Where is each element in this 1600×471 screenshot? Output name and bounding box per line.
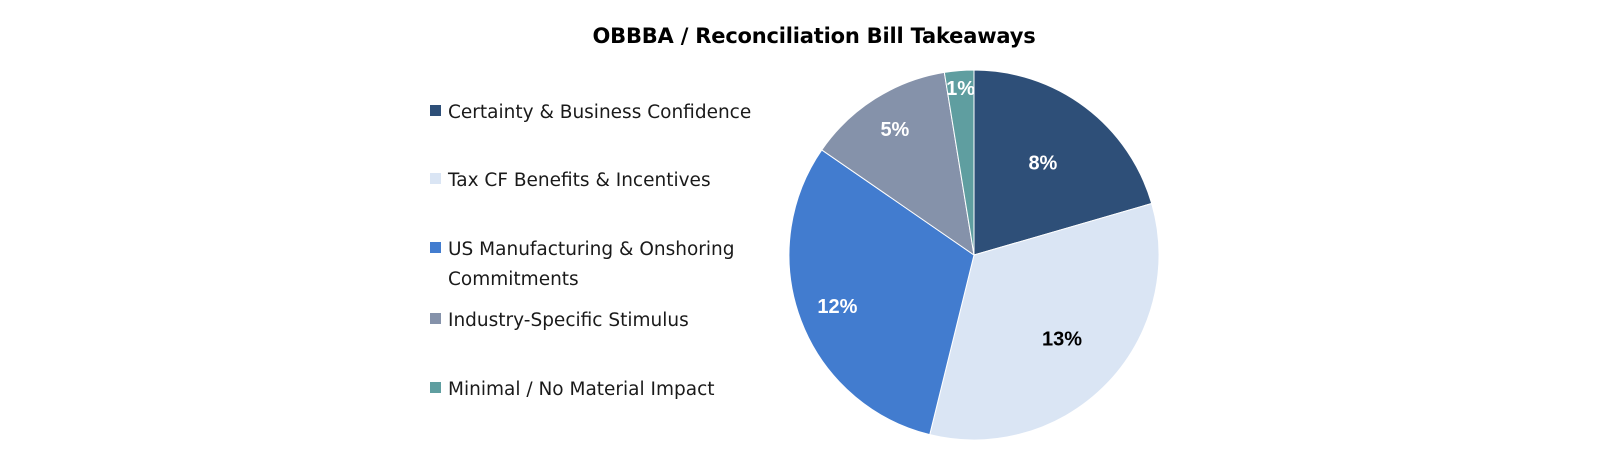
legend-label-certainty: Certainty & Business Confidence bbox=[448, 102, 752, 123]
pie-data-label-industry-stimulus: 5% bbox=[880, 119, 909, 141]
legend-item-industry-stimulus: Industry-Specific Stimulus bbox=[430, 306, 768, 336]
legend-label-tax-cf: Tax CF Benefits & Incentives bbox=[448, 170, 711, 191]
legend-swatch-certainty bbox=[430, 105, 441, 116]
pie-data-label-us-manufacturing: 12% bbox=[817, 296, 857, 318]
pie-data-label-certainty: 8% bbox=[1028, 152, 1057, 174]
pie-data-label-tax-cf: 13% bbox=[1042, 329, 1082, 351]
pie-slice-tax-cf bbox=[929, 202, 1160, 441]
legend-label-industry-stimulus: Industry-Specific Stimulus bbox=[448, 310, 689, 331]
pie-slice-us-manufacturing bbox=[788, 149, 975, 436]
legend-label-us-manufacturing: US Manufacturing & Onshoring Commitments bbox=[448, 239, 735, 290]
legend-swatch-minimal-impact bbox=[430, 382, 441, 393]
legend-swatch-us-manufacturing bbox=[430, 242, 441, 253]
legend-item-certainty: Certainty & Business Confidence bbox=[430, 98, 768, 128]
pie-slices bbox=[788, 69, 1160, 441]
pie-slice-certainty bbox=[973, 69, 1153, 256]
legend-item-minimal-impact: Minimal / No Material Impact bbox=[430, 375, 768, 405]
legend-item-us-manufacturing: US Manufacturing & Onshoring Commitments bbox=[430, 235, 768, 295]
pie-data-labels: 8% 13% 12% 5% 1% bbox=[817, 78, 1082, 351]
pie-slice-minimal-impact bbox=[943, 69, 975, 256]
chart-title: OBBBA / Reconciliation Bill Takeaways bbox=[592, 24, 1036, 48]
legend-label-minimal-impact: Minimal / No Material Impact bbox=[448, 379, 715, 400]
legend-swatch-tax-cf bbox=[430, 173, 441, 184]
legend-swatch-industry-stimulus bbox=[430, 313, 441, 324]
legend-item-tax-cf: Tax CF Benefits & Incentives bbox=[430, 166, 768, 196]
pie-data-label-minimal-impact: 1% bbox=[946, 78, 975, 100]
pie-slice-industry-stimulus bbox=[821, 71, 975, 257]
